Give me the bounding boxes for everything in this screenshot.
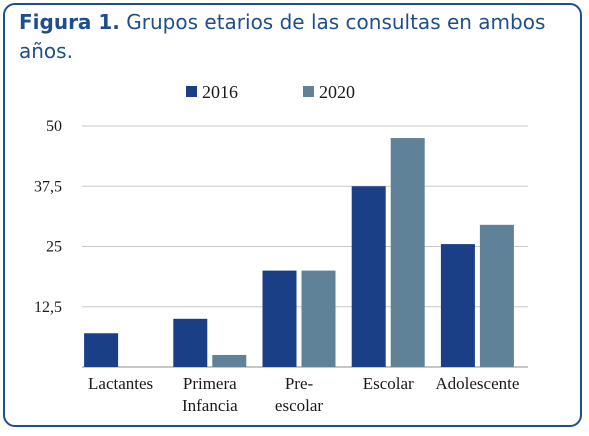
x-tick-label: Infancia [182,396,238,415]
x-tick-label: Primera [183,374,237,393]
legend-swatch-2016 [186,86,197,97]
legend-label-2020: 2020 [319,82,355,102]
bar-2016 [262,270,297,367]
figure-title: Figura 1. Grupos etarios de las consulta… [19,8,569,66]
y-tick-label: 25 [46,239,62,256]
bar-2016 [440,244,475,367]
y-tick-label: 37,5 [34,178,62,195]
x-tick-label: Escolar [363,374,414,393]
x-tick-label: Pre- [285,374,314,393]
y-tick-label: 12,5 [34,299,62,316]
bar-2020 [390,138,425,367]
bar-2020 [479,224,514,367]
bar-2016 [84,333,119,367]
legend-swatch-2020 [303,86,314,97]
bar-2016 [173,318,208,367]
y-tick-label: 50 [46,118,62,135]
bar-2016 [351,186,386,367]
figure-caption: Grupos etarios de las consultas en ambos… [19,10,546,63]
figure-label: Figura 1. [19,10,120,34]
bar-2020 [301,270,336,367]
x-tick-label: escolar [275,396,323,415]
x-tick-label: Lactantes [88,374,153,393]
legend-label-2016: 2016 [202,82,238,102]
x-tick-label: Adolescente [435,374,519,393]
bar-2020 [212,354,247,367]
